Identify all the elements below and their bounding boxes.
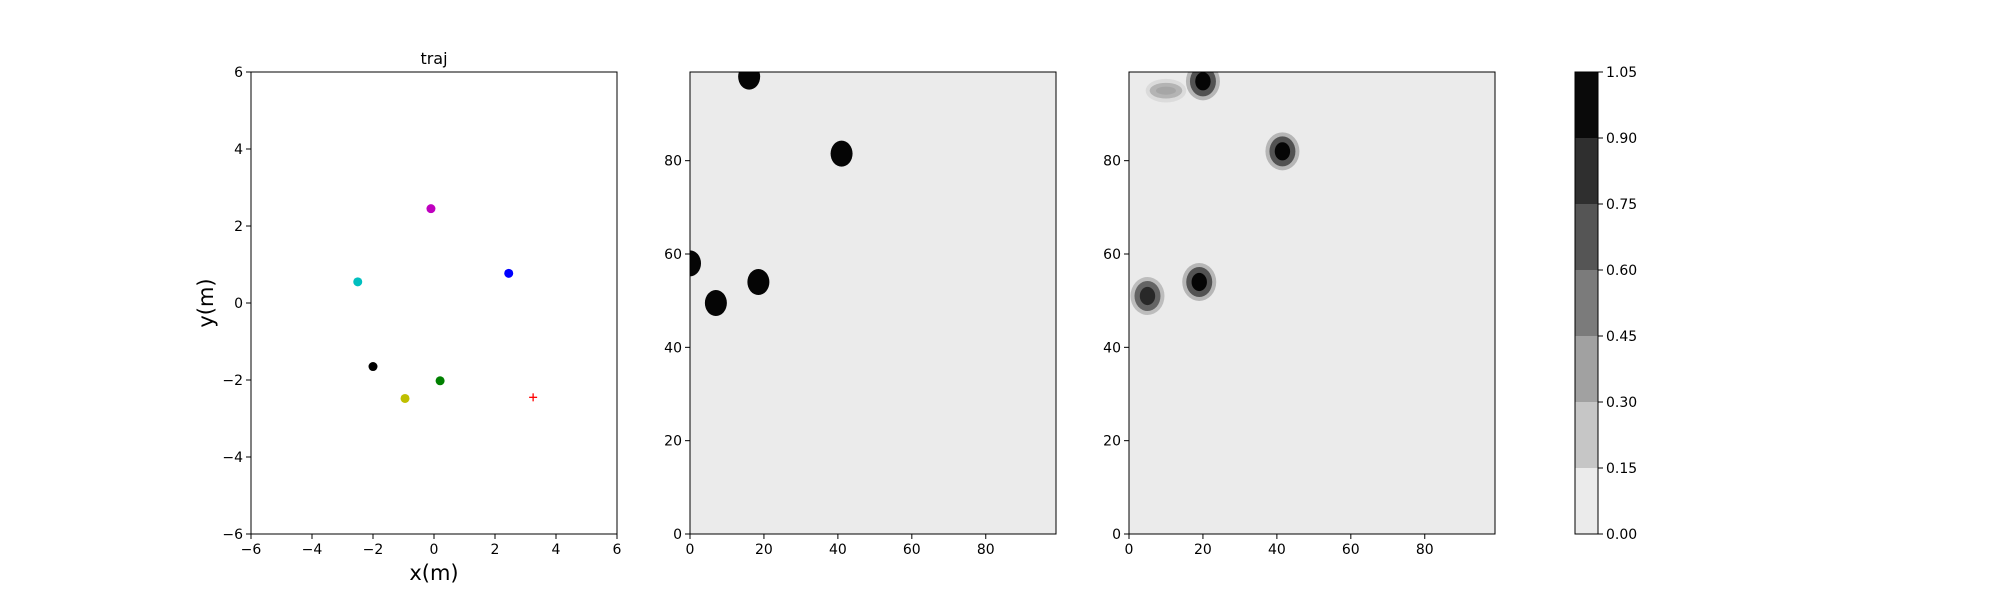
y-tick-label: 0 [673,527,682,543]
occupancy-blob [738,72,761,90]
map1-axes-frame [689,71,1057,535]
map1-x-ticks: 0 20 40 60 80 [686,534,995,558]
x-tick-label: 0 [430,542,439,558]
y-tick-label: 80 [664,154,682,170]
map1-y-ticks: 0 20 40 60 80 [664,154,690,543]
occupancy-blob [1145,78,1187,103]
colorbar-tick-label: 0.60 [1606,263,1637,279]
traj-panel: −6 −4 −2 0 2 4 6 −6 −4 −2 0 2 4 6 traj x(m) y(m) [194,49,622,585]
map2-axes-frame [1128,71,1496,535]
agent-point-black [368,362,378,372]
occupancy-blob [1265,132,1300,171]
colorbar-tick-label: 0.90 [1606,131,1637,147]
x-tick-label: 20 [1194,542,1212,558]
x-tick-label: 80 [1416,542,1434,558]
map1-panel: 0 20 40 60 80 0 20 40 60 80 [664,71,1057,558]
traj-y-ticks: −6 −4 −2 0 2 4 6 [222,65,251,543]
goal-marker [529,393,538,402]
x-tick-label: −4 [302,542,323,558]
occupancy-blob [830,140,853,167]
colorbar: 0.00 0.15 0.30 0.45 0.60 0.75 0.90 1.05 [1574,65,1637,543]
map2-background [1129,72,1495,534]
colorbar-tick-label: 0.45 [1606,329,1637,345]
y-tick-label: 0 [234,296,243,312]
colorbar-tick-label: 0.00 [1606,527,1637,543]
y-tick-label: −2 [222,373,243,389]
colorbar-tick-label: 0.30 [1606,395,1637,411]
occupancy-blob [1182,263,1217,301]
map1-background [690,72,1056,534]
map1-blobs [690,72,853,316]
traj-x-ticks: −6 −4 −2 0 2 4 6 [241,534,622,558]
colorbar-band [1575,138,1598,204]
y-tick-label: 0 [1112,527,1121,543]
occupancy-blob [704,290,727,316]
traj-title: traj [420,49,447,68]
x-tick-label: 20 [755,542,773,558]
traj-x-label: x(m) [409,561,458,585]
y-tick-label: 4 [234,142,243,158]
colorbar-band [1575,468,1598,534]
map2-x-ticks: 0 20 40 60 80 [1125,534,1434,558]
occupancy-blob [747,269,770,295]
y-tick-label: 40 [664,340,682,356]
x-tick-label: 60 [1342,542,1360,558]
traj-y-label: y(m) [194,278,218,327]
y-tick-label: 60 [664,247,682,263]
colorbar-band [1575,72,1598,138]
x-tick-label: 6 [613,542,622,558]
occupancy-blob [1130,277,1165,315]
colorbar-band [1575,402,1598,468]
colorbar-tick-label: 0.15 [1606,461,1637,477]
y-tick-label: −4 [222,450,243,466]
y-tick-label: 40 [1103,340,1121,356]
colorbar-band [1575,204,1598,270]
agent-point-blue [504,268,514,278]
traj-axes-frame [250,71,618,535]
y-tick-label: 80 [1103,154,1121,170]
x-tick-label: 0 [1125,542,1134,558]
y-tick-label: 60 [1103,247,1121,263]
x-tick-label: 4 [552,542,561,558]
y-tick-label: 20 [1103,434,1121,450]
colorbar-band [1575,336,1598,402]
colorbar-frame [1574,71,1599,535]
x-tick-label: 40 [829,542,847,558]
agent-point-magenta [426,204,436,214]
map2-y-ticks: 0 20 40 60 80 [1103,154,1129,543]
occupancy-blob [1185,72,1220,101]
y-tick-label: 2 [234,219,243,235]
x-tick-label: 40 [1268,542,1286,558]
x-tick-label: 60 [903,542,921,558]
occupancy-blob [690,250,701,277]
agent-point-yellow [400,393,410,403]
colorbar-tick-label: 1.05 [1606,65,1637,81]
x-tick-label: −6 [241,542,262,558]
y-tick-label: 20 [664,434,682,450]
map2-panel: 0 20 40 60 80 0 20 40 60 80 [1103,71,1496,558]
traj-marks [353,204,538,403]
y-tick-label: −6 [222,527,243,543]
x-tick-label: 0 [686,542,695,558]
colorbar-tick-label: 0.75 [1606,197,1637,213]
colorbar-ticks: 0.00 0.15 0.30 0.45 0.60 0.75 0.90 1.05 [1598,65,1637,543]
agent-point-cyan [353,277,363,287]
x-tick-label: 2 [491,542,500,558]
x-tick-label: 80 [977,542,995,558]
colorbar-band [1575,270,1598,336]
y-tick-label: 6 [234,65,243,81]
x-tick-label: −2 [363,542,384,558]
colorbar-bands [1575,72,1598,534]
map2-blobs [1130,72,1300,315]
agent-point-green [435,376,445,386]
